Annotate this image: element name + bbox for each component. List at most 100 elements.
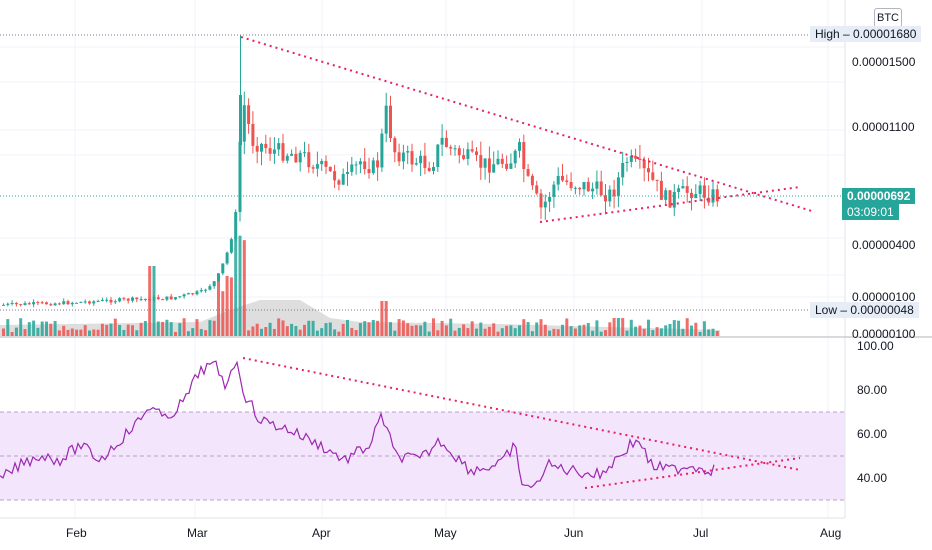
candle-body <box>161 299 165 301</box>
volume-bar <box>2 328 5 336</box>
candle-body <box>10 302 14 304</box>
volume-bar <box>333 329 337 336</box>
volume-bar <box>453 330 457 336</box>
candle-body <box>432 166 435 171</box>
candle-body <box>621 162 625 178</box>
volume-bar <box>530 331 534 336</box>
candle-body <box>225 252 229 264</box>
candle-body <box>634 155 638 159</box>
candle-body <box>229 239 233 253</box>
candle-body <box>625 161 629 163</box>
volume-bar <box>53 320 57 336</box>
volume-bar <box>298 329 302 336</box>
time-tick-jul: Jul <box>693 526 709 540</box>
volume-bar <box>436 330 440 336</box>
candle-body <box>552 184 556 197</box>
candle-body <box>19 304 23 306</box>
volume-bar <box>247 330 251 336</box>
volume-bar <box>281 320 285 336</box>
volume-bar <box>423 321 427 336</box>
high-value: 0.00001680 <box>853 27 917 41</box>
volume-bar <box>599 331 603 336</box>
volume-bar <box>389 322 392 336</box>
volume-bar <box>616 318 620 336</box>
volume-bar <box>591 330 595 336</box>
volume-bar <box>303 324 306 336</box>
candle-body <box>505 163 509 169</box>
volume-bar <box>393 330 397 336</box>
low-value: 0.00000048 <box>850 303 914 317</box>
candle-body <box>690 192 693 199</box>
volume-bar <box>371 320 375 336</box>
candle-body <box>251 123 255 146</box>
volume-bar <box>83 325 87 336</box>
candle-body <box>427 167 431 171</box>
candle-body <box>638 158 642 161</box>
candle-body <box>419 155 423 164</box>
candle-body <box>217 273 220 282</box>
volume-bar <box>500 328 504 336</box>
candle-body <box>66 301 70 305</box>
candle-body <box>479 155 483 168</box>
volume-bar <box>57 330 61 336</box>
candle-body <box>6 303 10 305</box>
candle-body <box>131 297 134 301</box>
volume-bar <box>290 323 294 336</box>
candle-body <box>384 105 388 134</box>
candle-body <box>659 180 663 200</box>
candle-body <box>333 171 337 181</box>
candle-body <box>212 281 216 287</box>
candle-body <box>582 181 586 190</box>
candle-body <box>487 158 491 173</box>
volume-bar <box>122 329 126 336</box>
candle-body <box>324 160 328 167</box>
candle-body <box>668 190 672 208</box>
volume-bar <box>535 322 539 336</box>
candle-body <box>556 175 560 185</box>
volume-bar <box>367 322 371 336</box>
volume-bar <box>518 325 521 336</box>
candle-body <box>298 152 302 163</box>
candle-body <box>70 302 74 305</box>
candle-body <box>573 187 577 189</box>
candle-body <box>350 164 354 172</box>
candle-body <box>83 301 87 303</box>
price-upper-trendline <box>240 36 816 213</box>
volume-bar <box>148 266 152 336</box>
candle-body <box>49 304 53 306</box>
candle-body <box>397 152 401 162</box>
candle-body <box>410 151 414 165</box>
candle-body <box>285 155 289 161</box>
currency-badge[interactable]: BTC <box>874 8 902 28</box>
volume-bar <box>139 322 143 336</box>
candle-body <box>311 167 315 169</box>
high-label: High <box>815 27 840 41</box>
volume-bar <box>505 325 509 336</box>
volume-bar <box>229 277 233 336</box>
volume-bar <box>702 321 706 336</box>
price-tick-0: 0.00001500 <box>852 55 916 69</box>
volume-bar <box>487 326 491 336</box>
candle-body <box>444 137 448 147</box>
time-tick-feb: Feb <box>66 526 87 540</box>
volume-bar <box>135 330 139 336</box>
volume-bar <box>483 328 487 336</box>
candle-body <box>629 155 633 162</box>
volume-bar <box>79 329 83 336</box>
volume-bar <box>131 325 134 336</box>
volume-bar <box>565 318 569 336</box>
volume-bar <box>556 329 560 336</box>
candle-body <box>376 160 380 168</box>
candle-body <box>255 145 259 152</box>
candle-body <box>367 169 371 174</box>
volume-bar <box>32 320 36 336</box>
candle-body <box>358 161 362 165</box>
candle-body <box>126 298 130 301</box>
candle-body <box>526 169 530 176</box>
candle-body <box>341 173 345 185</box>
volume-bar <box>496 331 500 336</box>
volume-bar <box>548 330 552 336</box>
volume-bar <box>466 328 470 336</box>
candle-body <box>681 186 685 189</box>
